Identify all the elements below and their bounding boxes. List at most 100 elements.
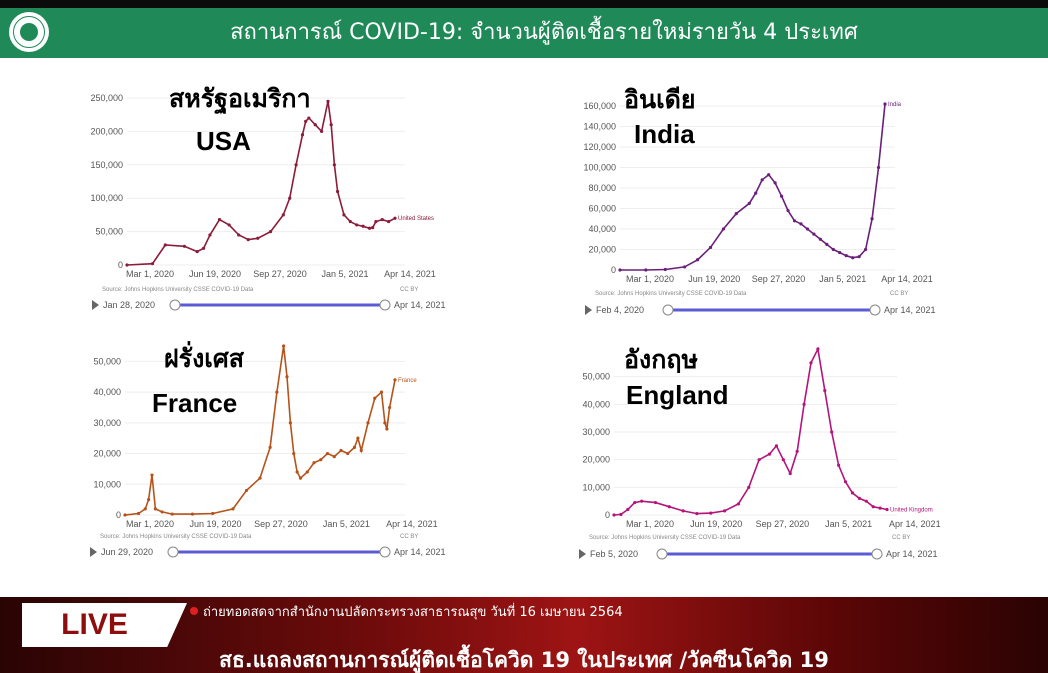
data-point — [760, 178, 764, 182]
data-point — [695, 258, 700, 262]
charts-svg: 0 50,000 100,000 150,000 200,000 250,000 Mar 1… — [90, 84, 941, 560]
license-note: CC BY — [400, 534, 418, 540]
data-point — [747, 201, 751, 205]
data-point — [850, 491, 855, 495]
license-note: CC BY — [892, 535, 910, 541]
slider-start-handle[interactable] — [169, 299, 181, 311]
y-tick-label: 40,000 — [588, 224, 616, 234]
page-title: สถานการณ์ COVID-19: จำนวนผู้ติดเชื้อรายใ… — [230, 20, 858, 45]
slider-end-date: Apr 14, 2021 — [394, 300, 446, 310]
country-label-english: USA — [196, 126, 251, 156]
x-tick-label: Jan 5, 2021 — [825, 519, 872, 529]
chart-united-states: 0 50,000 100,000 150,000 200,000 250,000 Mar 1… — [90, 84, 446, 311]
data-point — [640, 499, 644, 503]
x-tick-label: Sep 27, 2020 — [752, 274, 806, 284]
country-label-thai: อินเดีย — [624, 85, 696, 114]
country-label-thai: สหรัฐอเมริกา — [169, 84, 311, 115]
data-point — [282, 344, 286, 348]
x-tick-label: Sep 27, 2020 — [253, 269, 307, 279]
play-icon — [90, 547, 97, 557]
data-point — [380, 217, 384, 222]
data-point — [857, 255, 861, 259]
slider-end-date: Apr 14, 2021 — [394, 547, 446, 557]
data-point — [618, 268, 622, 272]
data-point — [788, 471, 792, 476]
y-tick-label: 120,000 — [583, 142, 616, 152]
live-label: LIVE — [61, 608, 128, 641]
x-tick-label: Apr 14, 2021 — [889, 519, 941, 529]
source-note: Source: Johns Hopkins University CSSE CO… — [100, 534, 252, 540]
header-bar: สถานการณ์ COVID-19: จำนวนผู้ติดเชื้อรายใ… — [0, 8, 1048, 58]
data-point — [792, 219, 797, 223]
data-point — [812, 232, 816, 236]
series-end-label: India — [888, 102, 902, 108]
data-point — [288, 421, 292, 425]
y-tick-label: 30,000 — [93, 418, 121, 428]
data-point — [876, 165, 881, 170]
data-point — [361, 224, 365, 228]
data-point — [342, 213, 346, 217]
data-point — [708, 245, 713, 250]
y-tick-label: 100,000 — [90, 193, 123, 203]
data-point — [332, 163, 336, 167]
data-point — [281, 213, 285, 217]
data-point — [339, 448, 343, 453]
chart-france: 0 10,000 20,000 30,000 40,000 50,000 Mar 1, 20… — [90, 341, 446, 558]
top-strip — [0, 0, 1048, 8]
data-point — [275, 390, 279, 394]
data-point — [844, 254, 848, 258]
y-tick-label: 0 — [611, 265, 616, 275]
data-point — [329, 123, 333, 127]
slider-end-handle[interactable] — [379, 299, 391, 311]
country-label-english: India — [634, 119, 695, 149]
y-tick-label: 10,000 — [93, 479, 121, 489]
x-tick-label: Apr 14, 2021 — [386, 519, 438, 529]
data-point — [313, 123, 317, 127]
data-point — [320, 129, 324, 133]
data-point — [208, 233, 212, 237]
data-point — [864, 247, 868, 252]
data-point — [736, 502, 741, 506]
data-point — [356, 436, 360, 440]
data-point — [268, 445, 272, 449]
slider-end-handle[interactable] — [869, 304, 881, 316]
slider-end-handle[interactable] — [871, 548, 883, 560]
y-tick-label: 50,000 — [582, 372, 610, 382]
slider-start-handle[interactable] — [167, 546, 179, 558]
live-dot-icon — [190, 607, 198, 615]
data-point — [300, 133, 305, 137]
data-point — [288, 196, 292, 200]
data-point — [285, 375, 289, 379]
data-point — [371, 225, 375, 230]
data-point — [878, 506, 882, 510]
data-point — [147, 498, 151, 502]
data-point — [864, 499, 868, 503]
slider-start-handle[interactable] — [662, 304, 674, 316]
slider-end-handle[interactable] — [379, 546, 391, 558]
data-point — [312, 461, 316, 465]
y-tick-label: 250,000 — [90, 93, 123, 103]
data-point — [795, 449, 799, 453]
x-tick-label: Mar 1, 2020 — [126, 519, 174, 529]
data-point — [619, 512, 623, 517]
slider-start-date: Feb 4, 2020 — [596, 305, 644, 315]
x-tick-label: Mar 1, 2020 — [126, 269, 174, 279]
data-point — [211, 511, 215, 516]
data-point — [182, 244, 187, 248]
data-point — [774, 444, 779, 448]
source-note: Source: Johns Hopkins University CSSE CO… — [589, 535, 741, 541]
ministry-logo-icon — [9, 12, 49, 52]
data-point — [346, 451, 350, 456]
data-point — [153, 507, 157, 511]
data-point — [295, 470, 299, 474]
y-tick-label: 60,000 — [588, 204, 616, 214]
y-tick-label: 80,000 — [588, 183, 616, 193]
data-point — [332, 455, 336, 459]
license-note: CC BY — [400, 287, 418, 293]
slider-start-handle[interactable] — [656, 548, 668, 560]
y-tick-label: 160,000 — [583, 101, 616, 111]
data-point — [305, 470, 309, 474]
y-tick-label: 100,000 — [583, 163, 616, 173]
y-tick-label: 30,000 — [582, 427, 610, 437]
y-tick-label: 50,000 — [93, 356, 121, 366]
